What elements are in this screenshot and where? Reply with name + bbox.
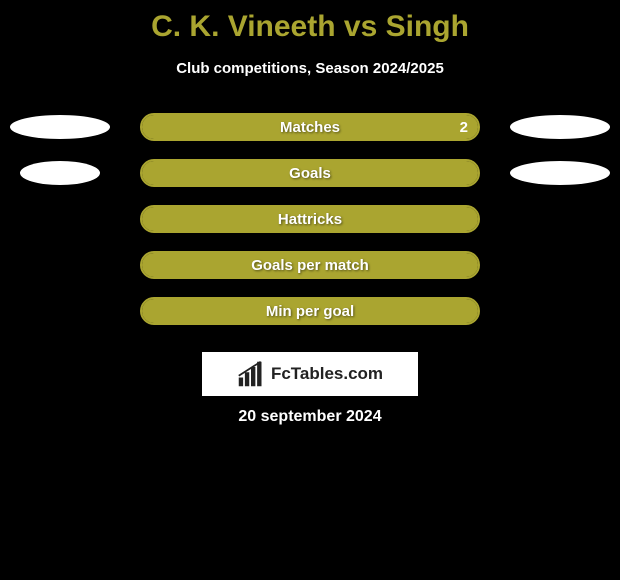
stat-label: Min per goal [142, 299, 478, 323]
right-ellipse [510, 115, 610, 139]
stat-label: Matches [142, 115, 478, 139]
stat-row: Goals [0, 159, 620, 205]
stat-label: Hattricks [142, 207, 478, 231]
subtitle: Club competitions, Season 2024/2025 [0, 60, 620, 77]
left-ellipse [10, 115, 110, 139]
bars-icon [237, 360, 265, 388]
left-ellipse [20, 161, 100, 185]
stat-row: Hattricks [0, 205, 620, 251]
logo-text: FcTables.com [271, 364, 383, 384]
stat-bar: Goals [140, 159, 480, 187]
stat-row: Goals per match [0, 251, 620, 297]
stat-bar: Min per goal [140, 297, 480, 325]
stat-row: Min per goal [0, 297, 620, 343]
stat-label: Goals per match [142, 253, 478, 277]
comparison-infographic: C. K. Vineeth vs Singh Club competitions… [0, 0, 620, 580]
date-text: 20 september 2024 [0, 408, 620, 426]
stat-bar: Hattricks [140, 205, 480, 233]
right-ellipse [510, 161, 610, 185]
stat-label: Goals [142, 161, 478, 185]
stat-bar: Goals per match [140, 251, 480, 279]
stat-bar: 2Matches [140, 113, 480, 141]
page-title: C. K. Vineeth vs Singh [0, 0, 620, 44]
logo-box: FcTables.com [202, 352, 418, 396]
stat-row: 2Matches [0, 113, 620, 159]
stat-rows: 2Matches Goals Hattricks Goals per match Min… [0, 113, 620, 343]
